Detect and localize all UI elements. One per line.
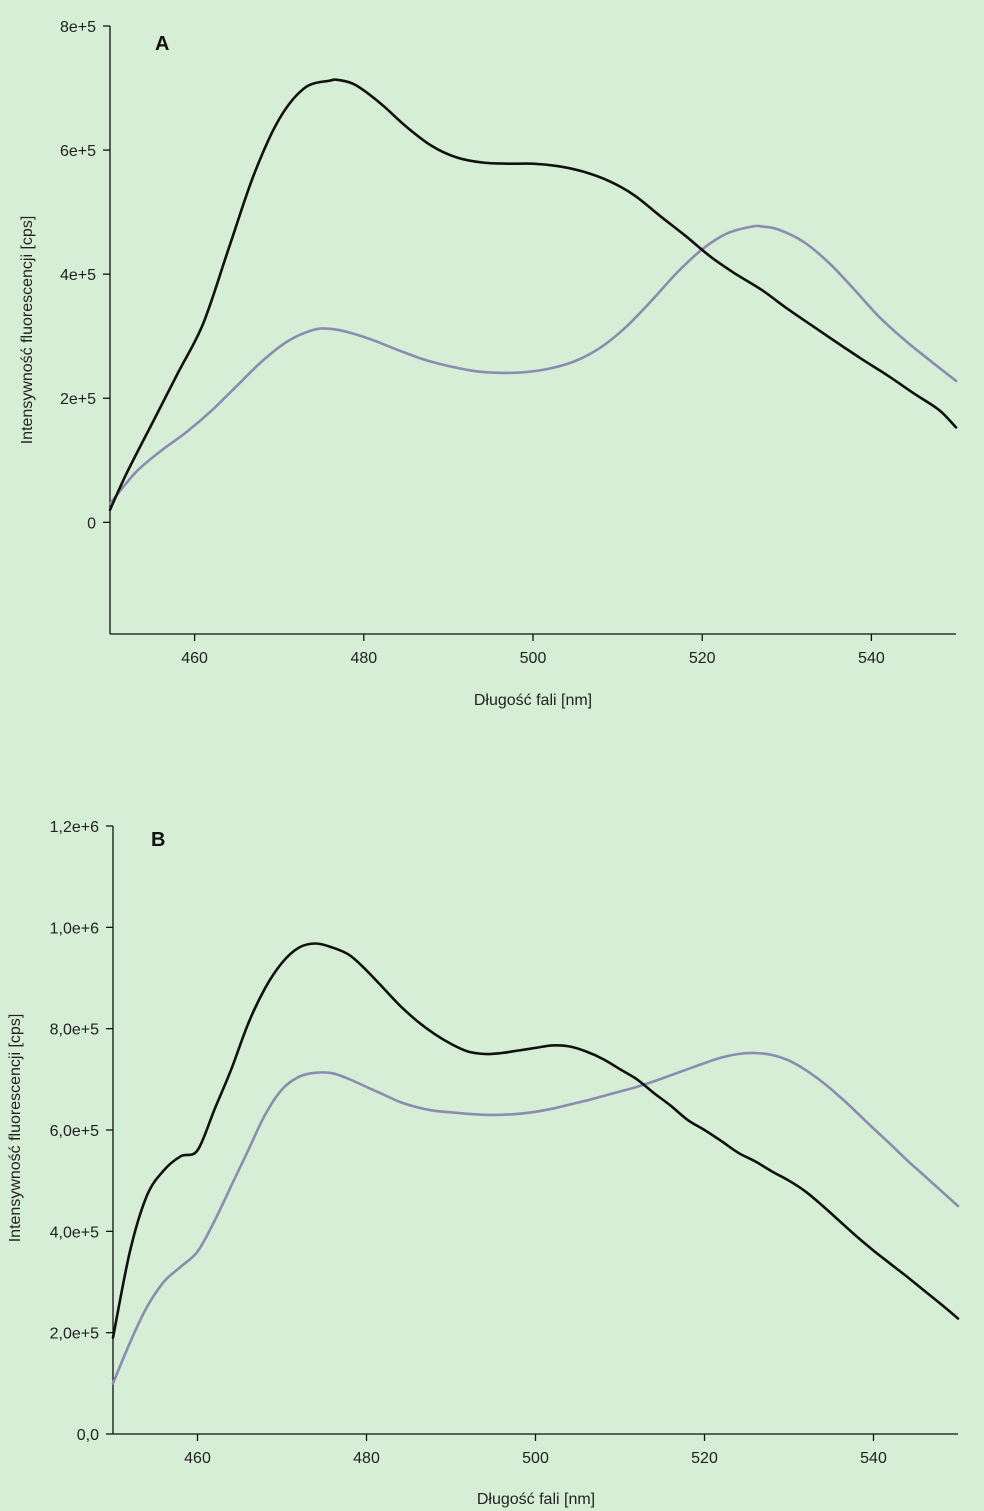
- series-line-gray: [111, 1051, 960, 1385]
- y-tick-label: 0: [87, 515, 96, 532]
- chart-panel-a: 0 2e+5 4e+5 6e+5 8e+5 460 480 500 520 540 A Dług…: [19, 19, 958, 709]
- y-tick-label: 6e+5: [60, 143, 96, 160]
- series-line-gray: [108, 224, 958, 505]
- series-line-black: [111, 942, 960, 1339]
- x-tick-label: 480: [353, 1450, 380, 1467]
- y-tick-label: 0,0: [77, 1427, 99, 1444]
- y-tick-label: 4,0e+5: [50, 1224, 99, 1241]
- panel-label: B: [151, 829, 165, 851]
- y-axis-title: Intensywność fluorescencji [cps]: [7, 1014, 24, 1243]
- x-tick-label: 540: [860, 1450, 887, 1467]
- panel-label: A: [155, 33, 169, 55]
- y-tick-label: 1,2e+6: [50, 819, 99, 836]
- x-tick-label: 540: [858, 650, 885, 667]
- x-tick-label: 500: [522, 1450, 549, 1467]
- series-line-black: [108, 78, 958, 512]
- y-tick-label: 2e+5: [60, 391, 96, 408]
- x-tick-label: 460: [184, 1450, 211, 1467]
- series-group: [111, 942, 960, 1385]
- x-tick-label: 500: [520, 650, 547, 667]
- x-ticks: 460 480 500 520 540: [184, 1434, 887, 1467]
- x-axis-title: Długość fali [nm]: [474, 692, 592, 709]
- y-tick-label: 1,0e+6: [50, 920, 99, 937]
- y-tick-label: 6,0e+5: [50, 1123, 99, 1140]
- series-group: [108, 78, 958, 512]
- x-axis-title: Długość fali [nm]: [477, 1491, 595, 1508]
- x-tick-label: 480: [350, 650, 377, 667]
- y-tick-label: 8e+5: [60, 19, 96, 36]
- chart-panel-b: 0,02,0e+54,0e+56,0e+58,0e+51,0e+61,2e+6 …: [7, 819, 960, 1508]
- x-ticks: 460 480 500 520 540: [181, 634, 885, 667]
- y-axis-title: Intensywność fluorescencji [cps]: [19, 216, 36, 445]
- y-tick-label: 4e+5: [60, 267, 96, 284]
- x-tick-label: 520: [691, 1450, 718, 1467]
- y-tick-label: 2,0e+5: [50, 1326, 99, 1343]
- x-tick-label: 520: [689, 650, 716, 667]
- y-ticks: 0 2e+5 4e+5 6e+5 8e+5: [60, 19, 110, 532]
- x-tick-label: 460: [181, 650, 208, 667]
- y-tick-label: 8,0e+5: [50, 1022, 99, 1039]
- y-ticks: 0,0 2,0e+5 4,0e+5 6,0e+5 8,0e+5 1,0e+6 1,2e+6: [50, 819, 113, 1444]
